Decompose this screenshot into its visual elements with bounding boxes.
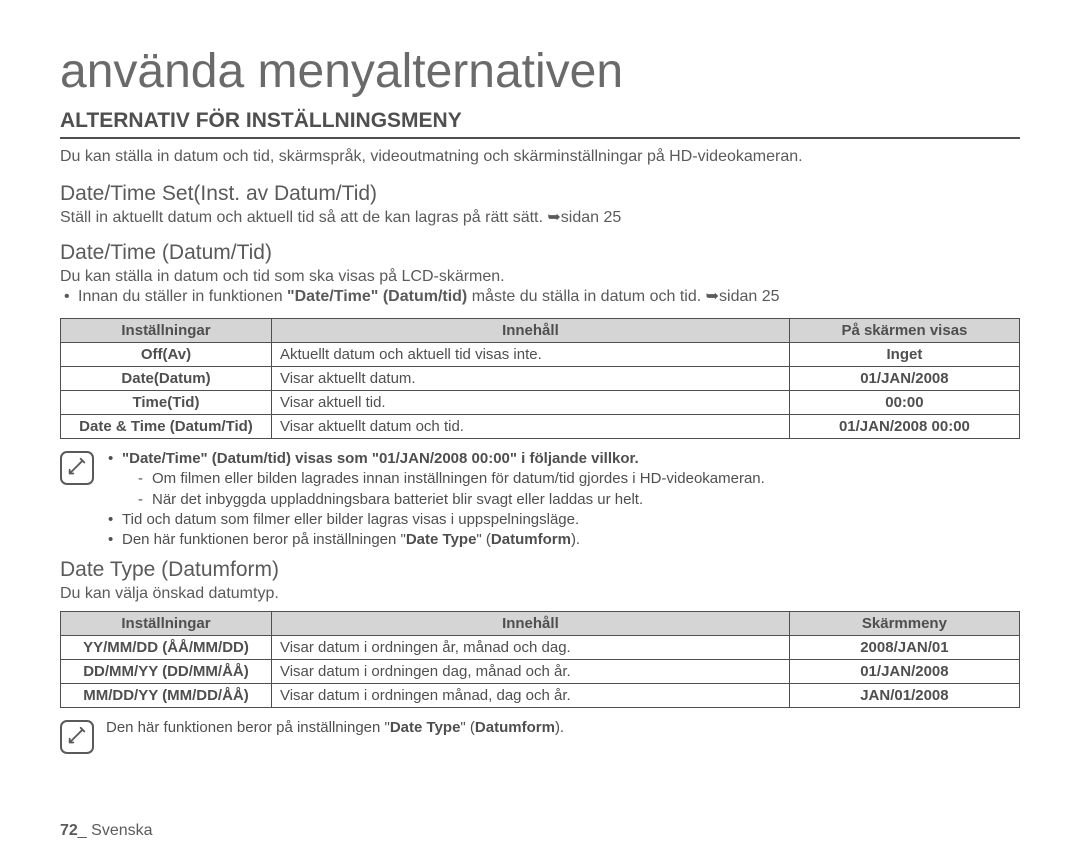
table-cell-setting: Date & Time (Datum/Tid) <box>61 415 272 439</box>
table-cell-content: Visar datum i ordningen dag, månad och å… <box>271 660 789 684</box>
datetime-set-heading: Date/Time Set(Inst. av Datum/Tid) <box>60 182 1020 206</box>
table-header: På skärmen visas <box>789 319 1019 343</box>
datetime-heading: Date/Time (Datum/Tid) <box>60 241 1020 265</box>
table-cell-content: Visar aktuell tid. <box>271 391 789 415</box>
datetime-line1: Du kan ställa in datum och tid som ska v… <box>60 267 1020 288</box>
table-header: Inställningar <box>61 319 272 343</box>
table-cell-display: 2008/JAN/01 <box>789 636 1019 660</box>
note-icon <box>60 451 94 485</box>
table-cell-setting: Off(Av) <box>61 343 272 367</box>
table-row: Off(Av)Aktuellt datum och aktuell tid vi… <box>61 343 1020 367</box>
table-cell-content: Visar datum i ordningen år, månad och da… <box>271 636 789 660</box>
table-header: Inställningar <box>61 612 272 636</box>
table-cell-content: Visar aktuellt datum. <box>271 367 789 391</box>
page-title: använda menyalternativen <box>60 44 1020 99</box>
table-cell-content: Visar datum i ordningen månad, dag och å… <box>271 684 789 708</box>
table-cell-setting: MM/DD/YY (MM/DD/ÅÅ) <box>61 684 272 708</box>
note-body: "Date/Time" (Datum/tid) visas som "01/JA… <box>106 449 1020 550</box>
table-row: Date(Datum)Visar aktuellt datum.01/JAN/2… <box>61 367 1020 391</box>
datetime-bullet: Innan du ställer in funktionen "Date/Tim… <box>60 287 1020 308</box>
note-icon <box>60 720 94 754</box>
table-row: Time(Tid)Visar aktuell tid.00:00 <box>61 391 1020 415</box>
datetype-text: Du kan välja önskad datumtyp. <box>60 584 1020 605</box>
intro-text: Du kan ställa in datum och tid, skärmspr… <box>60 147 1020 168</box>
table-header: Innehåll <box>271 319 789 343</box>
datetype-table: Inställningar Innehåll Skärmmeny YY/MM/D… <box>60 611 1020 708</box>
table-cell-content: Visar aktuellt datum och tid. <box>271 415 789 439</box>
datetime-set-text: Ställ in aktuellt datum och aktuell tid … <box>60 208 1020 229</box>
datetype-heading: Date Type (Datumform) <box>60 558 1020 582</box>
note-body-2: Den här funktionen beror på inställninge… <box>106 718 1020 738</box>
table-cell-display: Inget <box>789 343 1019 367</box>
datetime-table: Inställningar Innehåll På skärmen visas … <box>60 318 1020 439</box>
table-cell-setting: Date(Datum) <box>61 367 272 391</box>
page-footer: 72_ Svenska <box>60 822 153 840</box>
table-header: Innehåll <box>271 612 789 636</box>
table-cell-display: 01/JAN/2008 <box>789 367 1019 391</box>
table-cell-display: 00:00 <box>789 391 1019 415</box>
table-cell-setting: Time(Tid) <box>61 391 272 415</box>
table-cell-setting: YY/MM/DD (ÅÅ/MM/DD) <box>61 636 272 660</box>
table-row: MM/DD/YY (MM/DD/ÅÅ)Visar datum i ordning… <box>61 684 1020 708</box>
table-cell-setting: DD/MM/YY (DD/MM/ÅÅ) <box>61 660 272 684</box>
arrow-icon: ➥ <box>706 287 719 308</box>
arrow-icon: ➥ <box>547 208 560 229</box>
table-row: DD/MM/YY (DD/MM/ÅÅ)Visar datum i ordning… <box>61 660 1020 684</box>
table-cell-display: 01/JAN/2008 <box>789 660 1019 684</box>
table-cell-display: 01/JAN/2008 00:00 <box>789 415 1019 439</box>
table-cell-content: Aktuellt datum och aktuell tid visas int… <box>271 343 789 367</box>
table-row: Date & Time (Datum/Tid)Visar aktuellt da… <box>61 415 1020 439</box>
section-heading: ALTERNATIV FÖR INSTÄLLNINGSMENY <box>60 109 1020 139</box>
table-header: Skärmmeny <box>789 612 1019 636</box>
table-row: YY/MM/DD (ÅÅ/MM/DD)Visar datum i ordning… <box>61 636 1020 660</box>
table-cell-display: JAN/01/2008 <box>789 684 1019 708</box>
